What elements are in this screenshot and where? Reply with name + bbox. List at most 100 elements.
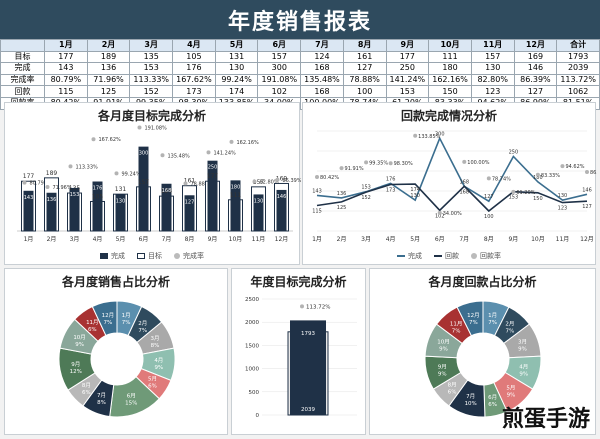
target-value-label: 1793 — [301, 331, 315, 337]
rate-label: 191.08% — [145, 125, 167, 131]
slice-label: 2月 — [138, 320, 147, 327]
completion-value-label: 180 — [533, 175, 543, 181]
slice-label: 12月 — [102, 312, 115, 319]
payment-share-panel: 各月度回款占比分析 1月 7% 2月 7% 3月 9% 4月 9% 5月 9% 6月 6% 7月 10% 8… — [369, 268, 596, 435]
table-cell: 100 — [342, 85, 387, 98]
slice-percent-label: 6% — [488, 402, 497, 408]
slice-percent-label: 9% — [75, 342, 84, 348]
table-cell: 127 — [513, 85, 558, 98]
slice-percent-label: 10% — [465, 401, 477, 407]
slice-label: 10月 — [73, 334, 86, 341]
slice-label: 6月 — [127, 393, 136, 400]
report-title: 年度销售报表 — [227, 9, 372, 35]
done-value-label: 153 — [70, 192, 80, 198]
x-tick-label: 7月 — [162, 236, 172, 243]
slice-percent-label: 8% — [151, 343, 160, 349]
done-bar — [184, 195, 195, 231]
payment-title: 回款完成情况分析 — [400, 109, 497, 123]
table-cell: 167.62% — [172, 73, 216, 87]
rate-label: 82.80% — [260, 180, 279, 186]
done-bar — [69, 187, 80, 231]
rate-label: 141.24% — [214, 150, 236, 156]
table-header-cell: 9月 — [385, 39, 430, 52]
legend-item-target: 目标 — [137, 251, 162, 261]
rate-point — [68, 164, 73, 169]
table-cell: 130 — [214, 62, 259, 75]
table-cell: 153 — [385, 85, 430, 98]
x-tick-label: 9月 — [508, 236, 518, 243]
rate-label: 83.33% — [541, 173, 560, 179]
table-header-cell: 2月 — [86, 39, 131, 52]
slice-label: 10月 — [437, 339, 450, 346]
table-cell: 152 — [129, 85, 174, 98]
done-bar — [290, 320, 326, 415]
legend-item-payment: 回款 — [434, 251, 459, 261]
target-value-label: 161 — [184, 178, 196, 185]
table-row: 回款 115 125 152 173 174 102 168 100 153 150 123 127 10… — [0, 85, 600, 98]
rate-point — [45, 185, 50, 190]
done-value-label: 130 — [116, 198, 126, 204]
payment-value-label: 100 — [484, 214, 494, 220]
slice-label: 6月 — [488, 394, 497, 401]
slice-label: 4月 — [154, 357, 163, 364]
done-value-label: 143 — [24, 195, 34, 201]
payment-share-chart: 1月7% 2月7%3月9%4月9%5月9%6月6%7月10%8月6%9月9%10月… — [424, 300, 542, 418]
table-cell: 86.39% — [513, 73, 558, 87]
table-cell: 80.79% — [44, 73, 88, 87]
target-value-label: 105 — [92, 193, 104, 200]
slice-percent-label: 15% — [125, 401, 137, 407]
table-row: 完成 143 136 153 176 130 300 168 127 250 180 130 146 20… — [0, 62, 600, 75]
rate-label: 100.00% — [467, 160, 489, 166]
done-bar — [253, 194, 264, 231]
slice-percent-label: 9% — [519, 371, 528, 377]
table-cell: 141.24% — [385, 73, 430, 87]
rate-label: 78.74% — [492, 176, 511, 182]
report-header: 年度销售报表 — [0, 0, 600, 39]
legend-item-done: 完成 — [397, 251, 422, 261]
x-tick-label: 4月 — [93, 236, 103, 243]
done-value-label: 2039 — [301, 407, 315, 413]
payment-value-label: 152 — [361, 195, 371, 201]
slice-percent-label: 7% — [138, 328, 147, 334]
x-tick-label: 6月 — [435, 236, 445, 243]
rate-point — [137, 125, 142, 130]
rate-label: 98.30% — [394, 161, 413, 167]
done-bar — [230, 180, 241, 231]
slice-percent-label: 12% — [70, 369, 82, 375]
x-tick-label: 11月 — [556, 236, 570, 243]
table-cell: 176 — [172, 62, 216, 75]
rate-label: 94.62% — [565, 164, 584, 170]
payment-line — [316, 183, 588, 213]
payment-value-label: 127 — [582, 204, 592, 210]
table-cell: 71.96% — [86, 73, 131, 87]
completion-value-label: 168 — [459, 179, 469, 185]
table-row: 完成率 80.79% 71.96% 113.33% 167.62% 99.24% 191.0… — [0, 73, 600, 87]
target-value-label: 157 — [253, 179, 265, 186]
table-cell: 113.33% — [129, 73, 174, 87]
slice-label: 8月 — [448, 381, 457, 388]
x-tick-label: 12月 — [580, 236, 594, 243]
slice-label: 12月 — [467, 312, 480, 319]
table-header-cell: 合计 — [556, 39, 600, 52]
watermark: 煎蛋手游 — [501, 407, 590, 432]
table-row-label: 完成率 — [0, 73, 45, 87]
done-bar — [23, 190, 34, 231]
done-bar — [207, 160, 218, 231]
annual-target-chart: 0 500 1000 1500 2000 2500 1793 2039 113.72% — [245, 297, 357, 419]
target-value-label: 124 — [161, 188, 173, 195]
table-cell: 174 — [214, 85, 259, 98]
x-tick-label: 6月 — [139, 236, 149, 243]
slice-percent-label: 9% — [154, 365, 163, 371]
rate-point — [364, 160, 369, 165]
rate-point — [252, 179, 257, 184]
table-cell: 177 — [385, 50, 430, 64]
x-tick-label: 4月 — [386, 236, 396, 243]
table-cell: 99.24% — [214, 73, 259, 87]
slice-label: 4月 — [519, 363, 528, 370]
table-cell: 161 — [342, 50, 387, 64]
completion-value-label: 146 — [582, 187, 592, 193]
legend-item-done: 完成 — [100, 251, 125, 261]
payment-value-label: 123 — [558, 206, 568, 212]
table-cell: 157 — [257, 50, 302, 64]
rate-label: 162.16% — [237, 140, 259, 146]
